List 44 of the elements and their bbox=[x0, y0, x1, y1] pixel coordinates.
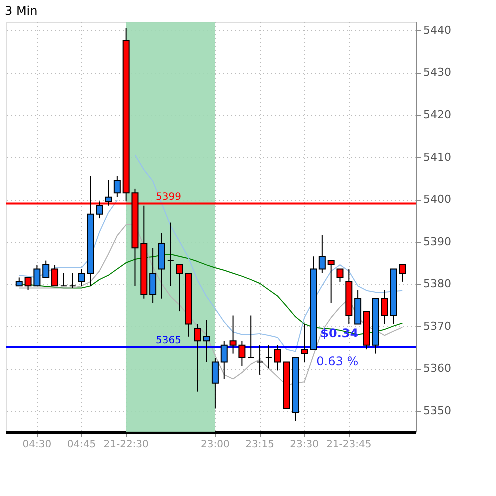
candlestick bbox=[274, 344, 282, 372]
candlestick bbox=[69, 272, 76, 289]
y-tick-label: 5440 bbox=[424, 24, 452, 37]
candlestick bbox=[301, 324, 308, 363]
candlestick bbox=[318, 234, 326, 274]
candlestick bbox=[96, 201, 104, 220]
candlestick bbox=[248, 315, 255, 359]
candlestick bbox=[328, 260, 335, 304]
candlestick bbox=[336, 268, 344, 282]
candlestick bbox=[167, 222, 174, 287]
x-tick-label: 23:15 bbox=[246, 440, 274, 450]
y-tick-label: 5360 bbox=[424, 362, 452, 376]
candlestick bbox=[150, 248, 157, 304]
candlestick bbox=[52, 264, 59, 287]
y-tick-label: 5420 bbox=[424, 108, 452, 122]
candlestick bbox=[265, 344, 272, 370]
y-tick-label: 5380 bbox=[424, 278, 452, 291]
y-tick-label: 5350 bbox=[424, 404, 452, 418]
candlestick bbox=[399, 264, 406, 282]
x-tick-label: 23:30 bbox=[290, 440, 319, 450]
chart-title: 3 Min bbox=[5, 4, 38, 18]
candlestick bbox=[42, 260, 50, 278]
candlestick bbox=[203, 319, 210, 363]
y-tick-label: 5390 bbox=[424, 235, 452, 248]
y-tick-label: 5400 bbox=[424, 193, 452, 206]
y-tick-label: 5430 bbox=[424, 66, 452, 80]
candlestick bbox=[212, 358, 219, 410]
annotation: 0.63 % bbox=[316, 354, 359, 369]
y-tick-label: 5370 bbox=[424, 320, 452, 333]
candlestick bbox=[194, 324, 202, 392]
candlestick bbox=[220, 340, 228, 380]
x-tick-label: 21-23:45 bbox=[326, 440, 372, 450]
ref-line-label: 5365 bbox=[156, 335, 182, 346]
x-tick-label: 23:00 bbox=[201, 440, 230, 450]
candlestick bbox=[105, 180, 112, 206]
x-tick-label: 04:30 bbox=[22, 440, 52, 450]
candlestick bbox=[60, 272, 68, 287]
candlestick bbox=[256, 344, 264, 376]
y-tick-label: 5410 bbox=[424, 150, 452, 164]
x-tick-label: 04:45 bbox=[67, 440, 96, 450]
annotation: $0.34 bbox=[320, 326, 359, 341]
candlestick bbox=[114, 176, 121, 198]
ref-line-label: 5399 bbox=[156, 192, 182, 203]
x-tick-label: 21-22:30 bbox=[104, 440, 149, 450]
